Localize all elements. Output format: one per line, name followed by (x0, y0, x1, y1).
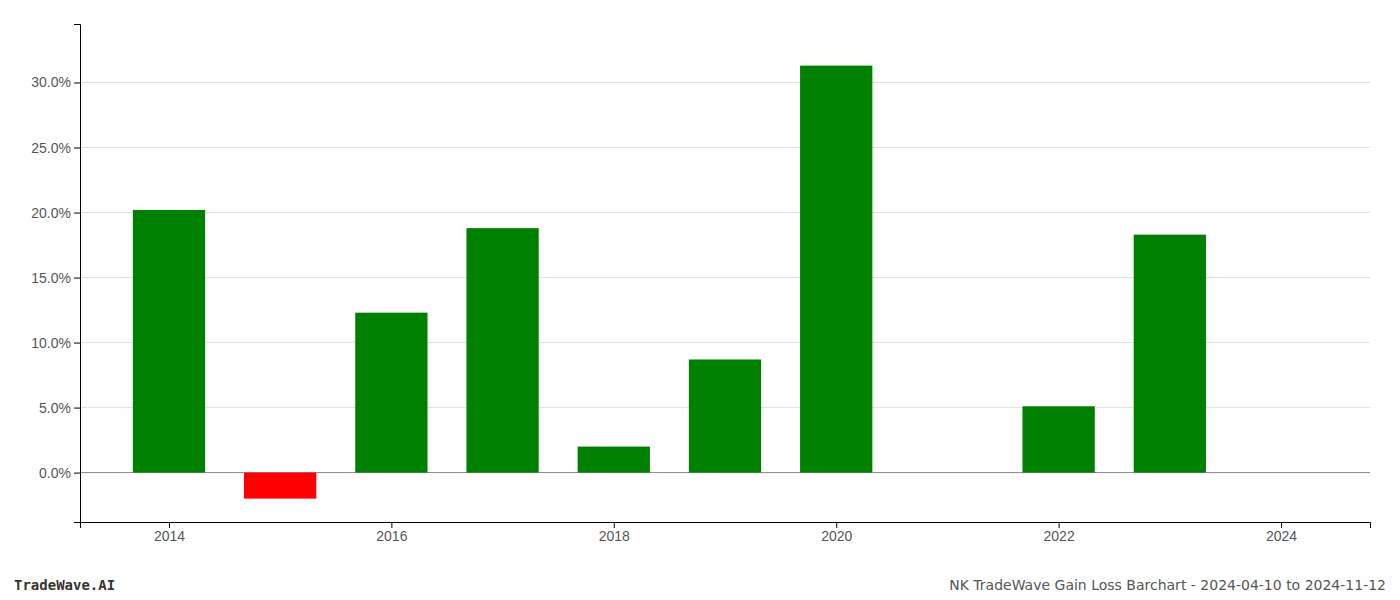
x-tick: 2014 (154, 522, 185, 544)
bar (800, 66, 872, 473)
y-tick-mark (74, 278, 80, 279)
x-tick: 2016 (376, 522, 407, 544)
y-tick-mark (74, 148, 80, 149)
bar (466, 228, 538, 472)
y-tick: 0.0% (39, 465, 80, 481)
bar (1022, 406, 1094, 472)
bar (244, 473, 316, 499)
y-tick-label: 20.0% (31, 205, 71, 221)
x-tick-label: 2016 (376, 528, 407, 544)
y-tick-mark (74, 343, 80, 344)
y-tick-label: 15.0% (31, 270, 71, 286)
x-tick-label: 2018 (599, 528, 630, 544)
y-tick-label: 10.0% (31, 335, 71, 351)
y-tick-label: 0.0% (39, 465, 71, 481)
plot: 0.0%5.0%10.0%15.0%20.0%25.0%30.0%2014201… (31, 25, 1370, 544)
grid (80, 83, 1370, 473)
y-tick-mark (74, 83, 80, 84)
footer-left: TradeWave.AI (14, 577, 115, 593)
y-tick: 30.0% (31, 74, 80, 90)
bar (578, 447, 650, 473)
x-tick-label: 2022 (1044, 528, 1075, 544)
x-tick: 2022 (1044, 522, 1075, 544)
x-tick-label: 2014 (154, 528, 185, 544)
y-tick: 15.0% (31, 270, 80, 286)
y-tick-mark (74, 473, 80, 474)
x-tick: 2018 (599, 522, 630, 544)
x-tick-label: 2024 (1266, 528, 1297, 544)
bar (355, 313, 427, 473)
x-tick: 2020 (821, 522, 852, 544)
y-axis: 0.0% 5.0% 10.0% 15.0% 20.0% 25.0% 30.0% (31, 25, 80, 523)
bar (1134, 235, 1206, 473)
x-tick-label: 2020 (821, 528, 852, 544)
bar (689, 359, 761, 472)
grid-line (80, 212, 1370, 213)
x-tick: 2024 (1266, 522, 1297, 544)
y-tick-mark (74, 213, 80, 214)
y-tick: 5.0% (39, 400, 80, 416)
y-tick-label: 30.0% (31, 74, 71, 90)
grid-line (80, 147, 1370, 148)
y-tick: 20.0% (31, 205, 80, 221)
footer-right: NK TradeWave Gain Loss Barchart - 2024-0… (949, 577, 1386, 593)
x-axis: 2014 2016 2018 2020 2022 2024 (81, 522, 1371, 544)
y-tick-mark (74, 408, 80, 409)
y-tick: 25.0% (31, 140, 80, 156)
background (0, 0, 1400, 600)
x-axis-line (81, 523, 1371, 529)
y-tick-label: 25.0% (31, 140, 71, 156)
bar (133, 210, 205, 473)
grid-line (80, 82, 1370, 83)
bars (133, 66, 1206, 499)
y-tick-label: 5.0% (39, 400, 71, 416)
y-axis-line (74, 25, 81, 523)
chart: 0.0%5.0%10.0%15.0%20.0%25.0%30.0%2014201… (0, 0, 1400, 600)
y-tick: 10.0% (31, 335, 80, 351)
